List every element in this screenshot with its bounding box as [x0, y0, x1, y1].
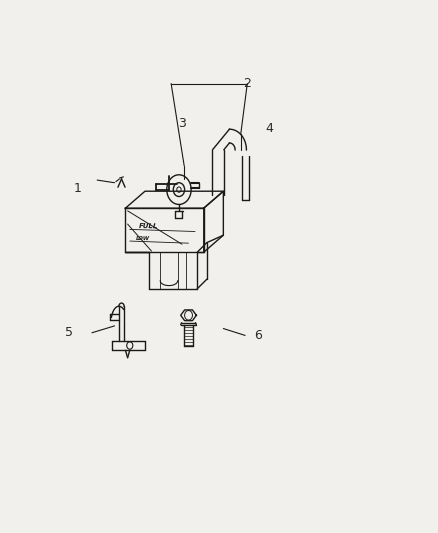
Text: 3: 3 — [178, 117, 186, 130]
Text: 6: 6 — [254, 329, 262, 342]
Text: FULL: FULL — [138, 223, 158, 229]
Text: 4: 4 — [265, 122, 273, 135]
Text: LOW: LOW — [135, 236, 149, 241]
Text: 2: 2 — [244, 77, 251, 90]
Text: 1: 1 — [74, 182, 81, 195]
Text: 5: 5 — [65, 326, 73, 340]
